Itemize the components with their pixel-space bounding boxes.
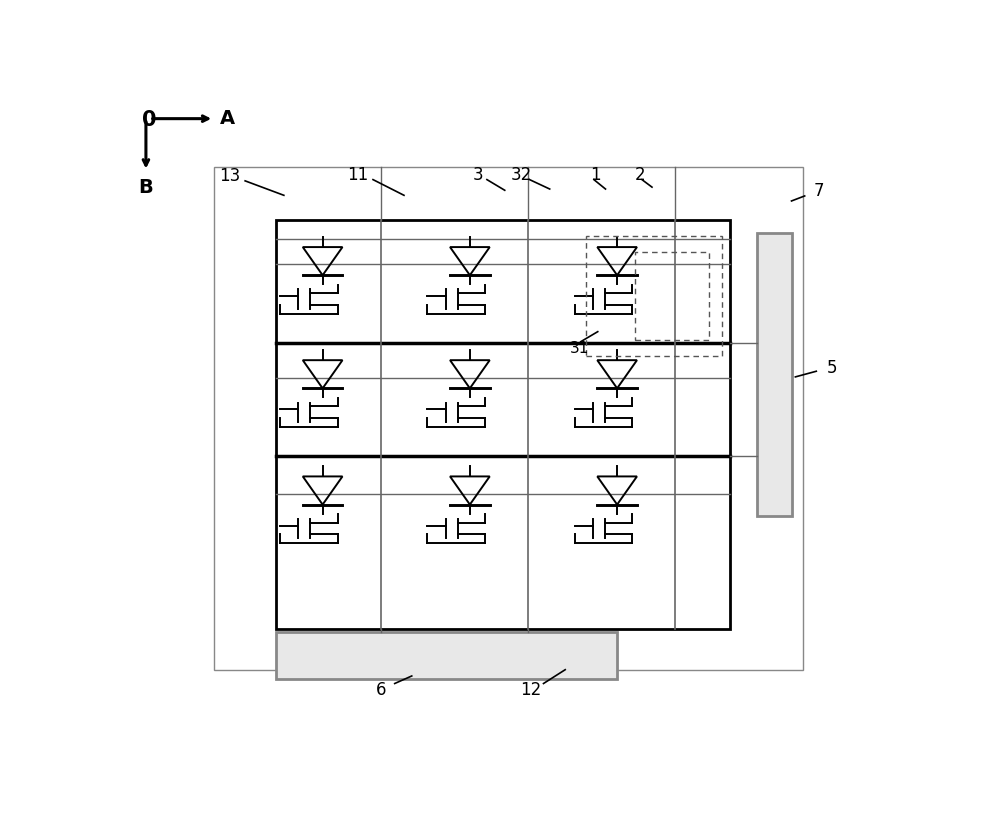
Bar [276, 220, 730, 629]
Text: B: B [139, 179, 153, 197]
Text: 0: 0 [142, 110, 157, 130]
Text: 12: 12 [520, 681, 541, 698]
Text: 7: 7 [813, 182, 824, 200]
Text: A: A [220, 109, 235, 128]
Bar [757, 233, 792, 516]
Text: 31: 31 [570, 341, 589, 356]
Text: 11: 11 [347, 166, 368, 184]
Bar [586, 236, 722, 356]
Text: 3: 3 [472, 166, 483, 184]
Text: 2: 2 [635, 166, 646, 184]
Text: 6: 6 [376, 681, 386, 698]
Text: 1: 1 [590, 166, 601, 184]
Text: 13: 13 [219, 167, 240, 185]
Bar [214, 167, 803, 670]
Text: 32: 32 [511, 166, 532, 184]
Text: 5: 5 [827, 359, 837, 377]
Bar [635, 252, 709, 339]
Bar [276, 632, 617, 679]
